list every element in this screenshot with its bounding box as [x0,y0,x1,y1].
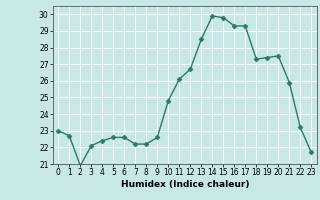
X-axis label: Humidex (Indice chaleur): Humidex (Indice chaleur) [121,180,249,189]
